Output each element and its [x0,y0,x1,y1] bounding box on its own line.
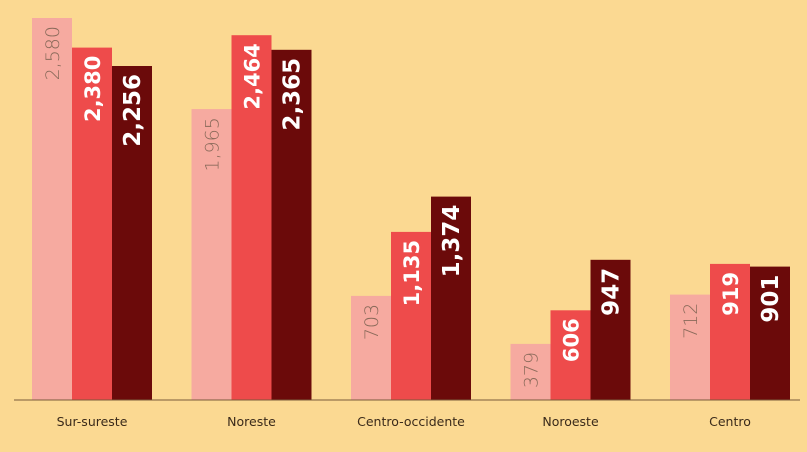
bar-noreste-s1 [191,109,232,400]
bars-group [32,18,790,401]
value-label: 2,580 [42,26,64,80]
bar-sur-sureste-s3 [112,66,152,400]
bar-centro-occidente-s2 [391,231,431,400]
bar-noroeste-s3 [590,259,631,400]
bar-centro-occidente-s1 [351,295,391,400]
value-label: 1,965 [202,117,224,171]
category-label: Sur-sureste [57,414,128,429]
bar-sur-sureste-s2 [72,47,112,400]
category-labels-group: Sur-sureste Noreste Centro-occidente Noroes… [57,414,751,429]
value-label: 2,380 [81,56,105,122]
bar-centro-occidente-s3 [431,196,471,400]
bar-sur-sureste-s1 [32,18,72,400]
category-label: Centro [709,414,751,429]
bar-noroeste-s1 [510,343,551,400]
bar-centro-s2 [710,263,750,400]
bar-noreste-s3 [271,49,312,401]
value-label: 947 [599,268,625,316]
value-label: 1,135 [400,240,424,306]
category-label: Noroeste [542,414,599,429]
value-label: 901 [758,275,784,323]
value-label: 919 [719,272,743,316]
value-label: 606 [560,318,584,362]
bar-noroeste-s2 [550,310,591,400]
value-label: 2,256 [120,74,146,147]
category-label: Centro-occidente [357,414,465,429]
value-label: 1,374 [439,205,465,278]
value-label: 379 [521,352,543,388]
value-label: 2,365 [280,58,306,131]
bar-noreste-s2 [231,35,272,400]
bar-centro-s1 [670,294,710,400]
value-labels-group: 2,580 2,380 2,256 1,965 2,464 2,365 703 1,135 1,… [42,26,784,388]
category-label: Noreste [227,414,276,429]
value-label: 712 [680,303,702,339]
value-label: 2,464 [241,43,265,109]
bar-centro-s3 [750,266,790,400]
value-label: 703 [361,304,383,340]
